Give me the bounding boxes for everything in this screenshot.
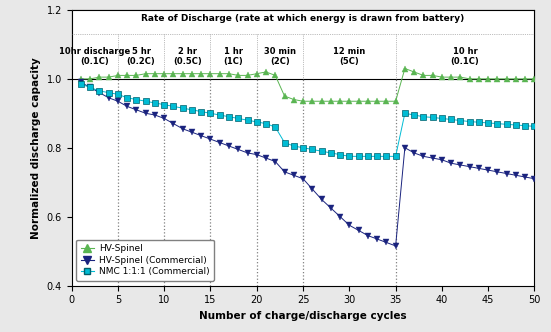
Bar (72, 10, 534, 79)
Text: 1 hr
(1C): 1 hr (1C) (224, 47, 244, 66)
Text: 12 min
(5C): 12 min (5C) (333, 47, 365, 66)
Bar (72, 10, 534, 79)
X-axis label: Number of charge/discharge cycles: Number of charge/discharge cycles (199, 311, 407, 321)
Legend: HV-Spinel, HV-Spinel (Commercial), NMC 1:1:1 (Commercial): HV-Spinel, HV-Spinel (Commercial), NMC 1… (76, 240, 214, 281)
Text: 10hr discharge
(0.1C): 10hr discharge (0.1C) (59, 47, 131, 66)
Text: 5 hr
(0.2C): 5 hr (0.2C) (127, 47, 155, 66)
Text: Rate of Discharge (rate at which energy is drawn from battery): Rate of Discharge (rate at which energy … (142, 14, 464, 23)
Text: 10 hr
(0.1C): 10 hr (0.1C) (451, 47, 479, 66)
Y-axis label: Normalized discharge capacity: Normalized discharge capacity (31, 57, 41, 239)
Text: 2 hr
(0.5C): 2 hr (0.5C) (173, 47, 202, 66)
Text: 30 min
(2C): 30 min (2C) (264, 47, 296, 66)
